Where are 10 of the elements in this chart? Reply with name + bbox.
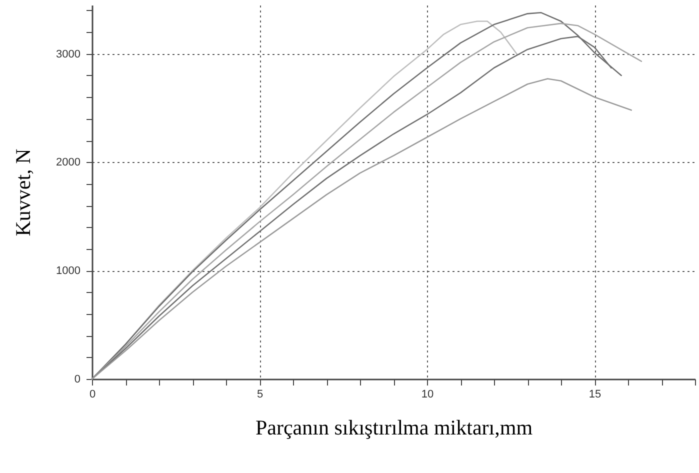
y-tick-label: 2000 xyxy=(56,156,80,169)
y-tick-label: 0 xyxy=(74,374,80,386)
y-axis-title: Kuvvet, N xyxy=(11,148,36,236)
y-tick-label: 3000 xyxy=(56,48,80,60)
x-axis-title: Parçanın sıkıştırılma miktarı,mm xyxy=(255,416,533,440)
x-tick-label: 5 xyxy=(256,388,264,400)
x-tick-label: 15 xyxy=(588,388,602,400)
x-tick-label: 10 xyxy=(421,388,434,400)
x-tick-label: 0 xyxy=(89,388,96,400)
y-tick-label: 1000 xyxy=(56,265,80,278)
